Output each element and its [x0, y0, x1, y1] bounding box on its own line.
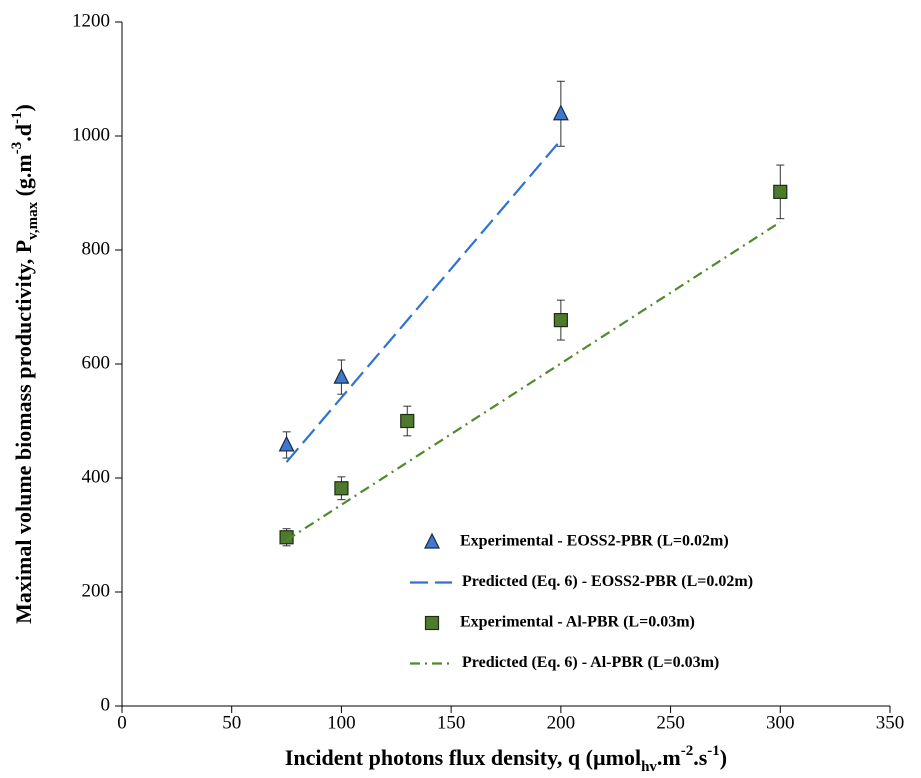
point [279, 530, 294, 545]
x-tick-label: 250 [656, 712, 685, 733]
x-tick-label: 300 [766, 712, 795, 733]
point [333, 367, 350, 384]
legend-marker [424, 532, 440, 549]
x-tick-label: 0 [117, 712, 127, 733]
legend-label: Experimental - Al-PBR (L=0.03m) [460, 614, 695, 631]
point [278, 435, 295, 452]
y-tick-label: 800 [82, 238, 111, 259]
legend-label: Experimental - EOSS2-PBR (L=0.02m) [460, 533, 729, 550]
point [552, 104, 569, 121]
x-tick-label: 150 [437, 712, 466, 733]
point [773, 184, 788, 199]
y-axis-label: Maximal volume biomass productivity, Pv,… [9, 104, 41, 624]
y-tick-label: 600 [82, 352, 111, 373]
y-tick-label: 400 [82, 466, 111, 487]
y-tick-label: 0 [101, 694, 111, 715]
x-axis-label-part: .s [693, 745, 708, 770]
y-axis-label-part: ) [11, 104, 36, 111]
x-axis-label-part: -2 [681, 743, 694, 759]
y-axis-label-part: (g.m [11, 154, 36, 202]
y-tick-label: 200 [82, 580, 111, 601]
y-axis-label-part: Maximal volume biomass productivity, P [11, 240, 36, 624]
x-tick-label: 50 [222, 712, 241, 733]
x-tick-label: 100 [327, 712, 356, 733]
y-axis-label-part: .d [11, 124, 36, 142]
x-axis-label: Incident photons flux density, q (µmolhv… [285, 743, 727, 775]
x-axis-label-part: ) [720, 745, 727, 770]
fit-line [285, 139, 562, 463]
y-axis-label-part: -1 [9, 112, 25, 125]
x-tick-label: 200 [547, 712, 576, 733]
point [334, 481, 349, 496]
point [553, 313, 568, 328]
legend-marker [424, 615, 440, 631]
y-tick-label: 1000 [72, 124, 110, 145]
fit-line [285, 221, 781, 542]
point [400, 413, 415, 429]
y-axis-label-part: v,max [25, 201, 41, 239]
x-axis-label-part: Incident photons flux density, q (µmol [285, 745, 641, 770]
x-axis-label-part: -1 [707, 743, 720, 759]
x-axis-label-part: .m [657, 745, 681, 770]
x-tick-label: 350 [876, 712, 905, 733]
legend-label: Predicted (Eq. 6) - EOSS2-PBR (L=0.02m) [462, 573, 753, 590]
y-axis-label-part: -3 [9, 142, 25, 155]
legend-label: Predicted (Eq. 6) - Al-PBR (L=0.03m) [462, 654, 719, 671]
y-tick-label: 1200 [72, 10, 110, 31]
x-axis-label-part: hv [641, 759, 657, 775]
